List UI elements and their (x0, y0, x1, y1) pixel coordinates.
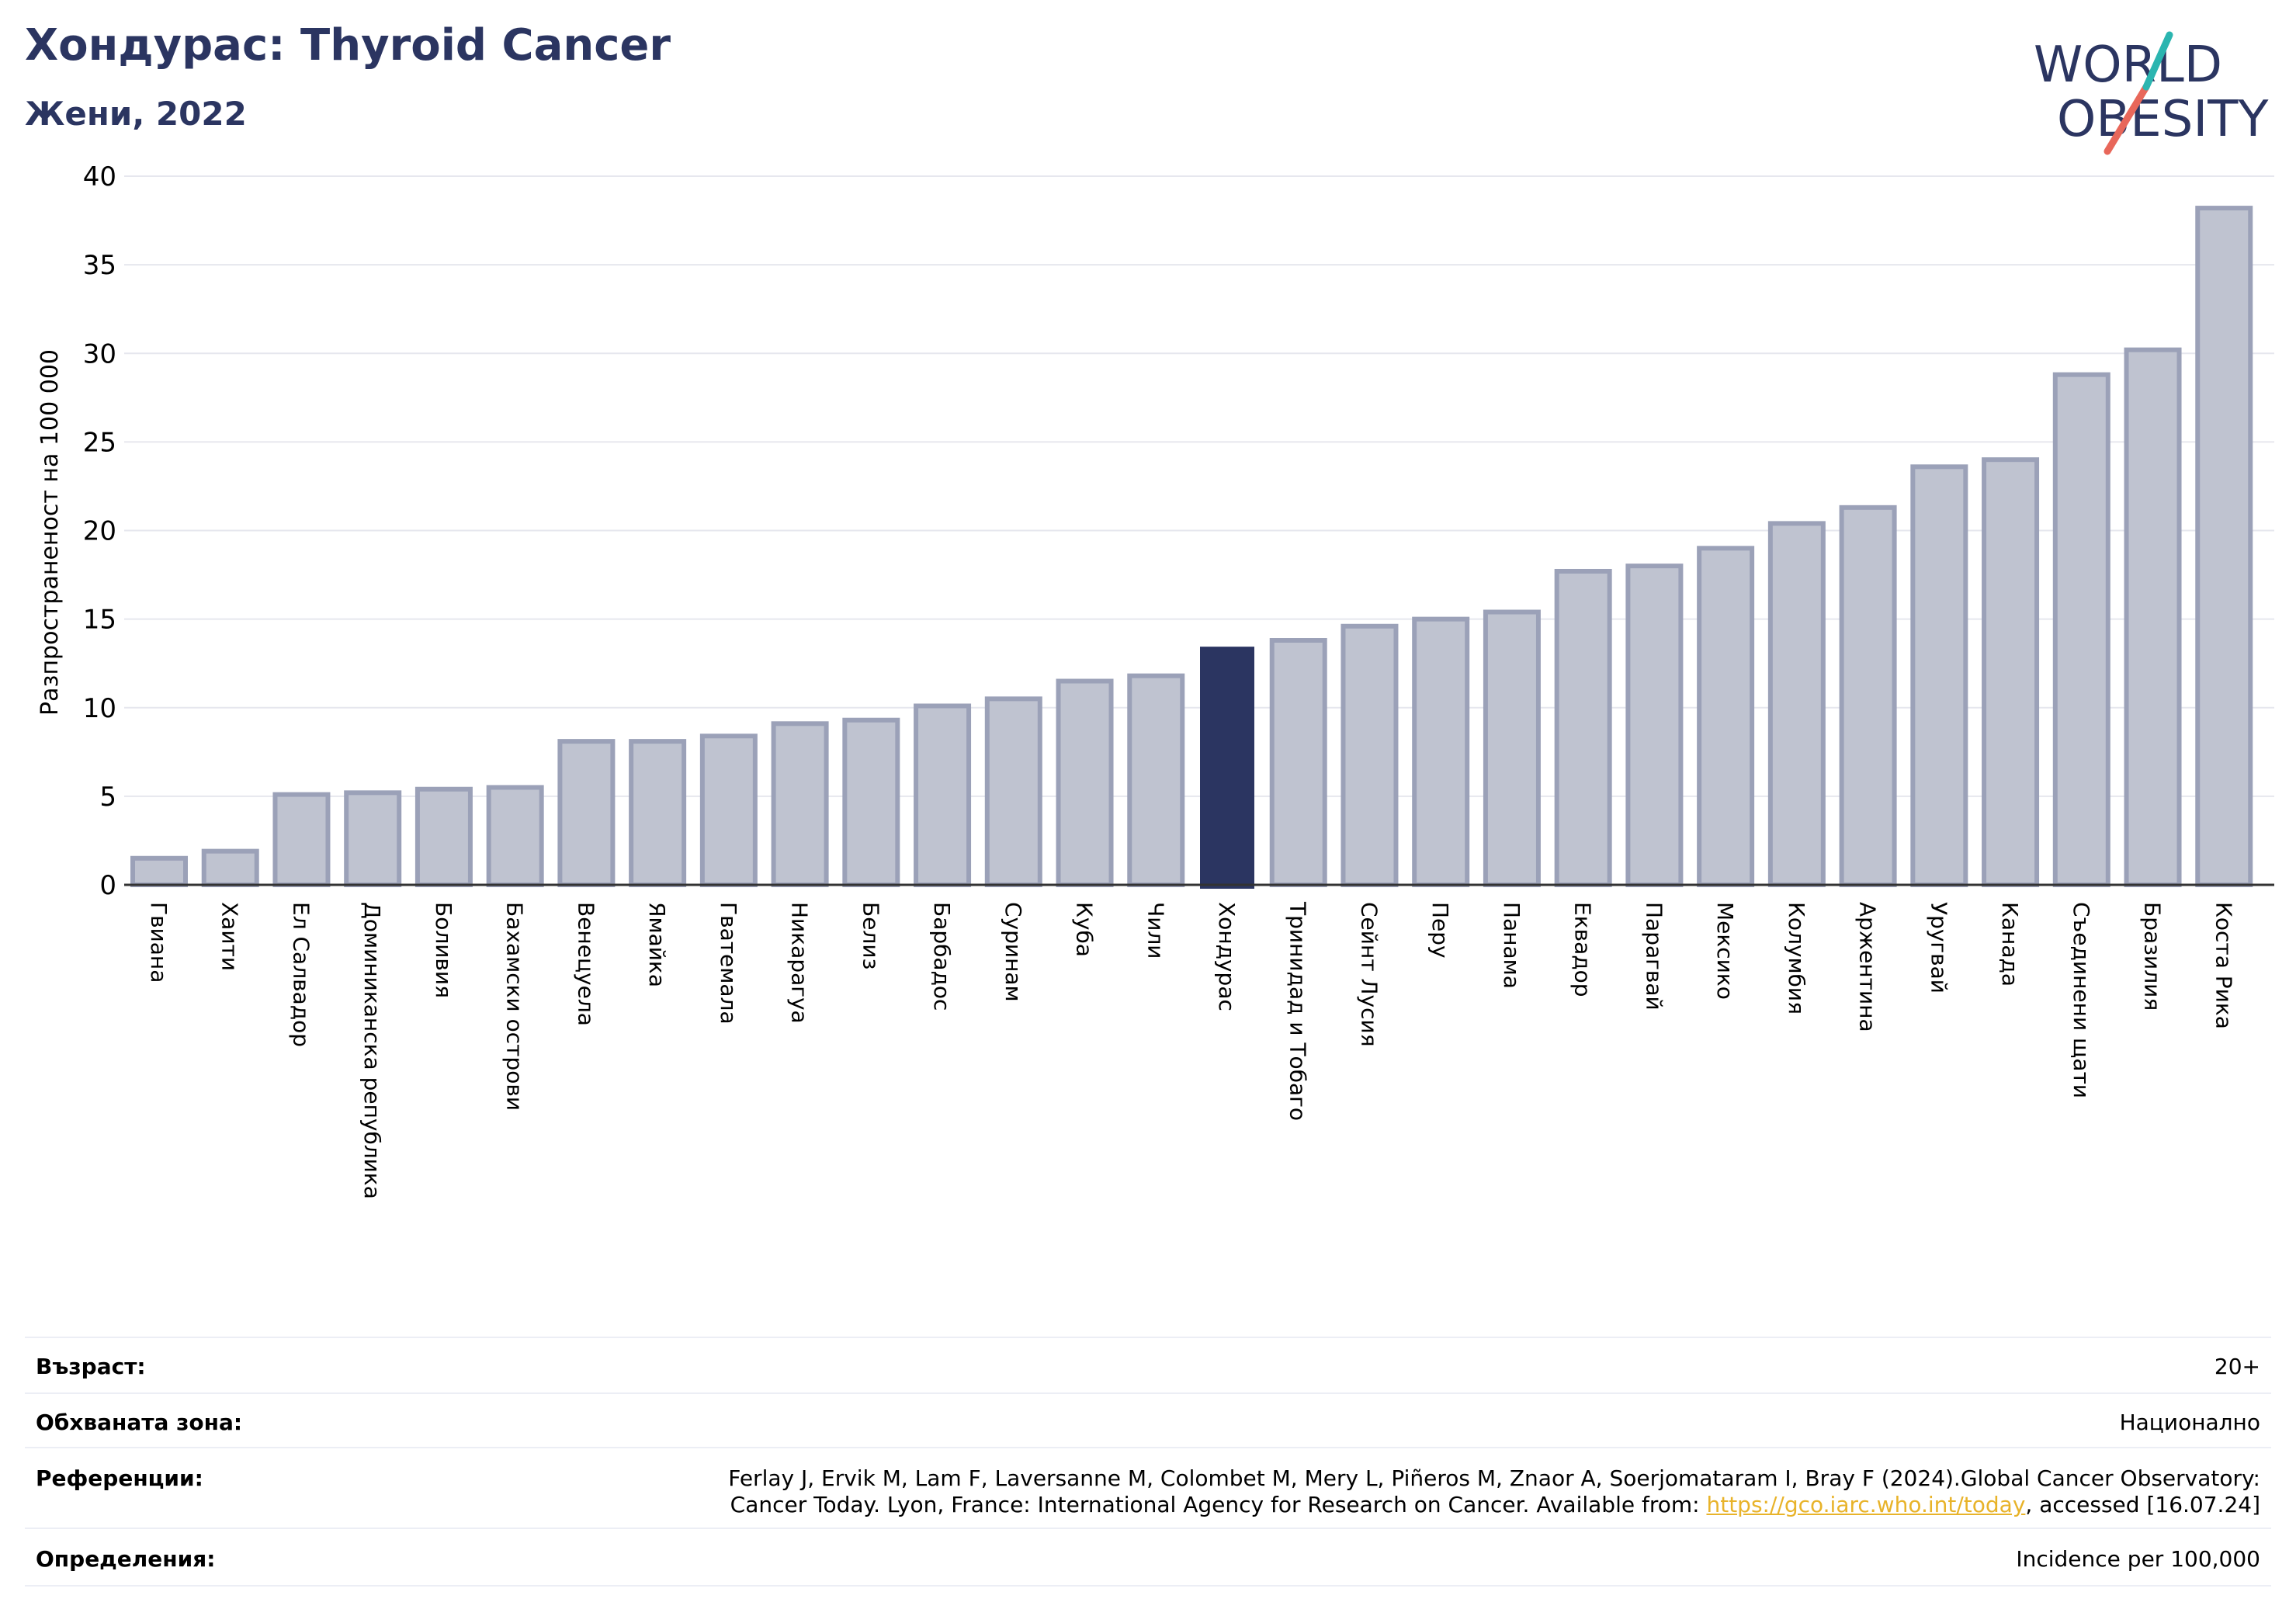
logo-line2: OBESITY (2057, 91, 2269, 148)
bar (1697, 546, 1755, 887)
bar (130, 855, 188, 887)
x-tick-label: Бразилия (2140, 902, 2166, 1011)
y-tick-label: 10 (83, 693, 116, 724)
x-tick-label: Бахамски острови (502, 902, 528, 1111)
bar-chart: 0 5 10 15 20 25 30 35 40 Гвиана Хаити Ел Салвадор До… (36, 161, 2274, 1199)
x-tick-label: Сейнт Лусия (1356, 902, 1382, 1047)
y-tick-label: 30 (83, 338, 116, 369)
bar (842, 717, 900, 887)
x-tick-label: Канада (1997, 902, 2023, 987)
bar (414, 786, 473, 887)
bar (914, 703, 972, 888)
x-tick-label: Никарагуа (787, 902, 813, 1024)
meta-row-age: Възраст: 20+ (25, 1337, 2271, 1394)
x-tick-label: Еквадор (1570, 902, 1596, 997)
bar (1625, 564, 1684, 888)
references-line1: Ferlay J, Ervik M, Lam F, Laversanne M, … (728, 1465, 2260, 1491)
bar (1982, 457, 2040, 887)
x-tick-label: Тринидад и Тобаго (1285, 901, 1311, 1121)
x-tick-label: Венецуела (573, 902, 598, 1026)
y-axis-label: Разпространеност на 100 000 (36, 349, 64, 716)
bar (201, 848, 259, 887)
bar (1554, 568, 1612, 887)
logo-line1: WORLD (2034, 36, 2222, 94)
definitions-label: Определения: (36, 1546, 216, 1572)
x-tick-label: Доминиканска република (359, 902, 385, 1199)
definitions-value: Incidence per 100,000 (2016, 1546, 2260, 1572)
bar (1340, 623, 1399, 887)
meta-row-references: Референции: Ferlay J, Ervik M, Lam F, La… (25, 1447, 2271, 1529)
bar (699, 733, 758, 888)
y-tick-label: 35 (83, 250, 116, 281)
bar (629, 739, 687, 887)
coverage-label: Обхваната зона: (36, 1410, 243, 1435)
references-line2: Cancer Today. Lyon, France: Internationa… (730, 1492, 2260, 1517)
bar (1127, 673, 1185, 887)
y-tick-label: 0 (99, 870, 116, 901)
bar (1910, 464, 1968, 887)
y-tick-label: 40 (83, 161, 116, 192)
bar-highlighted (1200, 647, 1254, 890)
x-tick-label: Парагвай (1641, 902, 1667, 1011)
references-link[interactable]: https://gco.iarc.who.int/today (1706, 1492, 2026, 1517)
bar (2052, 372, 2110, 887)
y-tick-label: 15 (83, 605, 116, 636)
x-tick-label: Хаити (217, 902, 243, 971)
y-tick-label: 5 (99, 782, 116, 813)
bar (2124, 347, 2182, 887)
bar (984, 696, 1042, 888)
bar (2195, 206, 2253, 887)
bar (272, 792, 331, 888)
x-tick-label: Гвиана (146, 902, 172, 983)
chart-title: Хондурас: Thyroid Cancer (25, 20, 671, 71)
x-tick-label: Хондурас (1214, 902, 1240, 1011)
x-tick-label: Гватемала (716, 902, 741, 1025)
bar (771, 721, 829, 887)
x-tick-label: Боливия (431, 902, 456, 998)
x-tick-label: Перу (1427, 902, 1453, 959)
bar (1767, 521, 1826, 887)
bar (486, 785, 544, 888)
references-label: Референции: (36, 1465, 203, 1491)
world-obesity-logo: WORLD OBESITY (2034, 31, 2269, 155)
bar (1269, 638, 1327, 887)
x-tick-label: Съединени щати (2069, 902, 2094, 1098)
bar (344, 790, 402, 887)
x-tick-label: Белиз (858, 902, 883, 969)
y-tick-label: 20 (83, 516, 116, 547)
axes: 0 5 10 15 20 25 30 35 40 Гвиана Хаити Ел Салвадор До… (83, 161, 2274, 1199)
y-tick-label: 25 (83, 427, 116, 458)
x-tick-label: Ямайка (644, 902, 670, 987)
age-label: Възраст: (36, 1354, 146, 1379)
x-tick-label: Суринам (1001, 902, 1026, 1002)
bar (1412, 616, 1470, 887)
x-tick-label: Ел Салвадор (288, 902, 314, 1047)
chart-subtitle: Жени, 2022 (25, 95, 247, 133)
age-value: 20+ (2214, 1354, 2260, 1379)
bar (557, 739, 616, 887)
x-tick-label: Куба (1072, 902, 1098, 957)
x-tick-label: Мексико (1712, 902, 1738, 1000)
x-tick-label: Колумбия (1784, 902, 1809, 1014)
x-tick-label: Барбадос (929, 902, 955, 1011)
meta-row-coverage: Обхваната зона: Национално (25, 1392, 2271, 1448)
meta-row-definitions: Определения: Incidence per 100,000 (25, 1528, 2271, 1587)
x-tick-label: Аржентина (1855, 902, 1881, 1032)
bar (1839, 505, 1897, 887)
x-tick-label: Панама (1499, 902, 1524, 989)
references-value: Ferlay J, Ervik M, Lam F, Laversanne M, … (475, 1465, 2260, 1518)
x-tick-label: Чили (1143, 902, 1168, 959)
coverage-value: Национално (2119, 1410, 2260, 1435)
bar (1056, 678, 1114, 887)
bar (1483, 609, 1541, 887)
x-tick-label: Уругвай (1926, 902, 1951, 994)
x-tick-label: Коста Рика (2211, 902, 2236, 1029)
bars (130, 206, 2253, 890)
